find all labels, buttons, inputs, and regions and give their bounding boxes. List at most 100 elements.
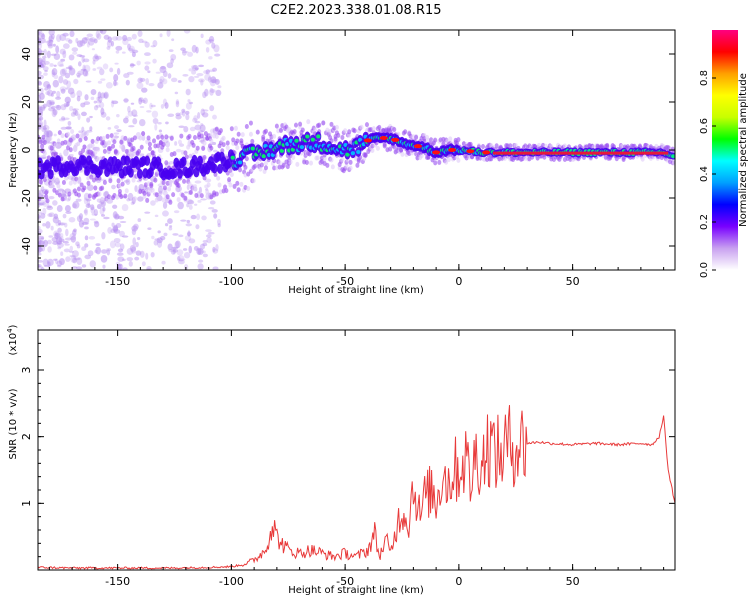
spectrogram-noise-mark — [167, 113, 175, 117]
spectrogram-noise-mark — [52, 79, 60, 88]
spectrogram-noise-mark — [48, 235, 53, 238]
spectrogram-spread-mark — [131, 145, 136, 151]
spectrogram-noise-mark — [107, 36, 113, 43]
spectrogram-spread-mark — [248, 131, 253, 137]
spectrogram-spread-mark — [274, 123, 279, 129]
spectrogram-y-ticks: -40 -20 0 20 40 — [20, 41, 675, 259]
spectrogram-noise-mark — [48, 106, 55, 112]
spectrogram-spread-mark — [281, 162, 286, 168]
spectrogram-noise-mark — [116, 67, 121, 76]
spectrogram-noise-mark — [42, 124, 50, 132]
spectrogram-noise-mark — [46, 205, 54, 211]
spectrogram-spread-mark — [229, 172, 234, 178]
spectrogram-noise-mark — [63, 117, 70, 120]
spectrogram-noise-mark — [148, 83, 155, 87]
spectrogram-noise-mark — [38, 245, 42, 253]
spectrogram-noise-mark — [130, 201, 135, 206]
spectrogram-noise-mark — [45, 221, 51, 229]
spectrogram-noise-mark — [83, 209, 88, 214]
spectrogram-noise-mark — [102, 264, 106, 269]
spectrogram-noise-mark — [181, 108, 186, 114]
spectrogram-noise-mark — [38, 70, 42, 76]
spectrogram-noise-mark — [38, 201, 46, 206]
colorbar-ticks: 0.0 0.2 0.4 0.6 0.8 — [699, 70, 716, 278]
spectrogram-spread-mark — [221, 142, 226, 148]
spectrogram-noise-mark — [160, 65, 166, 70]
spectrogram-spread-mark — [55, 177, 60, 183]
spectrogram-spread-mark — [115, 194, 120, 200]
spectrogram-noise-mark — [213, 213, 218, 219]
spectrogram-ridge-mark — [171, 168, 178, 179]
spectrogram-noise-mark — [158, 190, 163, 196]
spectrogram-spread-mark — [68, 137, 73, 143]
spectrogram-spread-mark — [187, 181, 192, 187]
spectrogram-noise-mark — [122, 38, 129, 46]
spectrogram-spread-mark — [231, 137, 236, 143]
spectrogram-spread-mark — [221, 135, 226, 141]
spectrogram-spread-mark — [261, 134, 266, 140]
spectrogram-noise-mark — [201, 215, 207, 221]
spectrogram-noise-mark — [43, 72, 48, 76]
spectrogram-noise-mark — [128, 125, 135, 128]
spectrogram-spread-mark — [78, 137, 83, 143]
spectrogram-noise-mark — [176, 256, 181, 262]
spectrogram-noise-mark — [193, 75, 200, 78]
spectrogram-spread-mark — [161, 197, 166, 203]
spectrogram-noise-mark — [84, 208, 89, 216]
spectrogram-spread-mark — [145, 197, 150, 203]
spectrogram-ridge-mark — [136, 168, 143, 179]
spectrogram-noise-mark — [58, 118, 66, 122]
spectrogram-noise-mark — [38, 215, 42, 222]
spectrogram-noise-mark — [87, 38, 95, 46]
spectrogram-spread-mark — [456, 137, 461, 143]
spectrogram-noise-mark — [202, 136, 206, 142]
spectrogram-noise-mark — [40, 156, 47, 159]
snr-marks — [38, 405, 675, 570]
spectrogram-spread-mark — [414, 134, 419, 140]
spectrogram-noise-mark — [38, 200, 41, 208]
spectrogram-spread-mark — [76, 186, 81, 192]
spectrogram-noise-mark — [144, 65, 150, 71]
spectrogram-spread-mark — [113, 134, 118, 140]
spectrogram-noise-mark — [176, 249, 184, 256]
spectrogram-noise-mark — [46, 84, 52, 90]
spectrogram-noise-mark — [52, 90, 56, 94]
spectrogram-noise-mark — [111, 100, 119, 105]
spectrogram-noise-mark — [138, 97, 143, 105]
spectrogram-noise-mark — [63, 149, 69, 157]
spectrogram-spread-mark — [392, 144, 397, 150]
spectrogram-noise-mark — [162, 70, 168, 78]
spectrogram-noise-mark — [158, 129, 163, 133]
spectrogram-noise-mark — [205, 39, 212, 45]
spectrogram-noise-mark — [139, 153, 145, 157]
spectrogram-spread-mark — [93, 149, 98, 155]
spectrogram-noise-mark — [188, 68, 194, 72]
spectrogram-noise-mark — [126, 257, 134, 262]
spectrogram-spread-mark — [419, 153, 424, 159]
spectrogram-spread-mark — [340, 134, 345, 140]
spectrogram-noise-mark — [42, 103, 47, 109]
spectrogram-noise-mark — [50, 105, 56, 110]
spectrogram-spread-mark — [150, 187, 155, 193]
spectrogram-noise-mark — [144, 61, 151, 65]
spectrogram-noise-mark — [138, 118, 146, 127]
spectrogram-noise-mark — [106, 248, 111, 252]
spectrogram-spread-mark — [209, 145, 214, 151]
x-tick-label: -50 — [336, 575, 354, 588]
spectrogram-noise-mark — [152, 117, 159, 124]
y-tick-label: 3 — [20, 367, 33, 374]
spectrogram-noise-mark — [100, 107, 105, 116]
spectrogram-spread-mark — [235, 180, 240, 186]
spectrogram-noise-mark — [94, 53, 98, 60]
spectrogram-noise-mark — [68, 217, 76, 223]
spectrogram-noise-mark — [38, 259, 43, 263]
spectrogram-noise-mark — [88, 235, 96, 240]
spectrogram-noise-mark — [110, 40, 115, 47]
spectrogram-spread-mark — [89, 174, 94, 180]
spectrogram-noise-mark — [172, 246, 177, 255]
spectrogram-noise-mark — [116, 129, 122, 133]
spectrogram-noise-mark — [128, 45, 135, 54]
spectrogram-noise-mark — [126, 248, 134, 255]
spectrogram-noise-mark — [93, 105, 99, 111]
spectrogram-noise-mark — [43, 130, 50, 137]
